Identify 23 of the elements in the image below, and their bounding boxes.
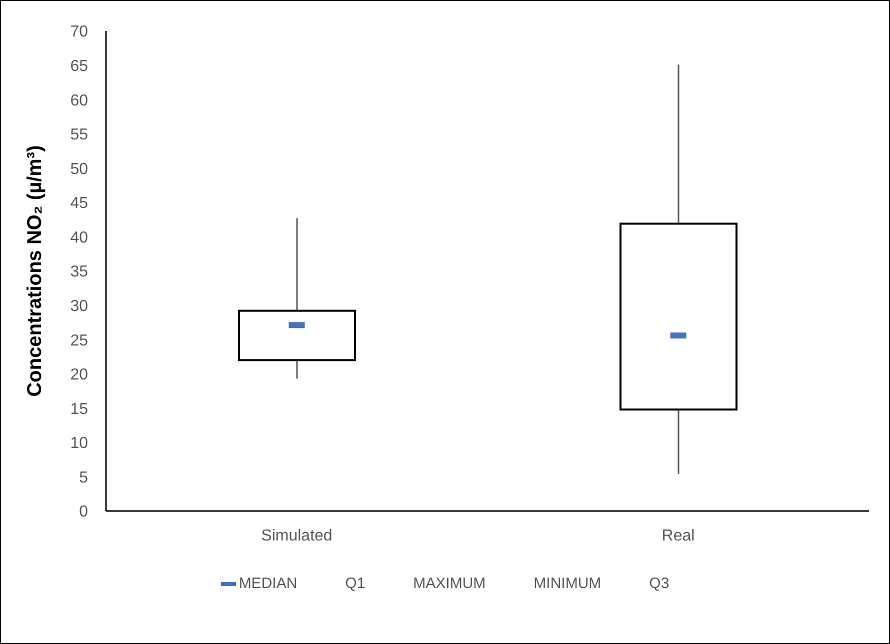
y-tick-label: 45	[70, 195, 88, 212]
x-tick-label: Real	[662, 527, 695, 544]
y-tick-label: 60	[70, 92, 88, 110]
y-tick-label: 20	[70, 366, 88, 384]
x-tick-label: Simulated	[261, 527, 332, 544]
y-tick-label: 55	[70, 126, 88, 144]
y-tick-label: 65	[70, 58, 88, 75]
y-tick-label: 0	[79, 504, 88, 521]
y-tick-label: 10	[70, 435, 88, 452]
y-tick-label: 35	[70, 264, 88, 281]
text: Q1	[345, 575, 366, 592]
y-tick-label: 30	[70, 298, 88, 315]
text: Q3	[649, 575, 670, 592]
legend-label: MEDIAN	[238, 575, 298, 592]
text: MAXIMUM	[413, 575, 486, 592]
y-tick-label: 15	[70, 400, 88, 418]
text: MINIMUM	[534, 575, 602, 592]
y-tick-label: 25	[70, 332, 88, 350]
y-tick-label: 5	[79, 469, 88, 486]
y-tick-label: 50	[70, 160, 88, 178]
y-tick-label: 40	[70, 229, 88, 246]
y-tick-label: 70	[70, 24, 88, 41]
y-axis-title: Concentrations NO₂ (µ/m³)	[24, 145, 46, 397]
